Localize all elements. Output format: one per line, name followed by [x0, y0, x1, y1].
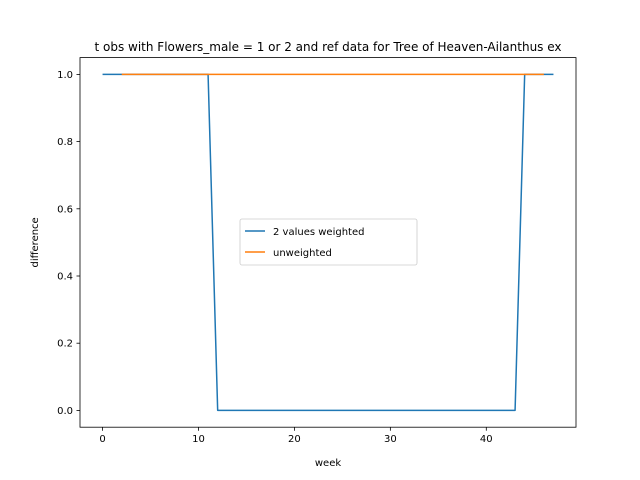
x-axis-label: week: [315, 458, 341, 469]
x-tick-label: 30: [384, 434, 397, 445]
y-axis-label: difference: [30, 217, 41, 267]
y-axis: 0.0 0.2 0.4 0.6 0.8 1.0: [57, 70, 80, 417]
x-tick-label: 20: [288, 434, 301, 445]
plot-lines: [102, 73, 554, 412]
plot-frame: [79, 57, 577, 428]
y-tick-label: 1.0: [57, 70, 73, 81]
legend-box: [239, 218, 418, 266]
legend: 2 values weighted unweighted: [239, 218, 418, 266]
x-tick-label: 40: [480, 434, 493, 445]
y-tick-label: 0.0: [57, 406, 73, 417]
x-tick-label: 10: [192, 434, 205, 445]
y-tick-label: 0.6: [57, 204, 73, 215]
x-axis: 0 10 20 30 40: [99, 427, 493, 445]
x-tick-label: 0: [99, 434, 105, 445]
chart-title: t obs with Flowers_male = 1 or 2 and ref…: [94, 40, 561, 54]
y-tick-label: 0.4: [57, 272, 73, 283]
legend-label-1: 2 values weighted: [273, 227, 364, 238]
y-tick-label: 0.2: [57, 339, 73, 350]
y-tick-label: 0.8: [57, 137, 73, 148]
legend-label-2: unweighted: [273, 248, 332, 259]
